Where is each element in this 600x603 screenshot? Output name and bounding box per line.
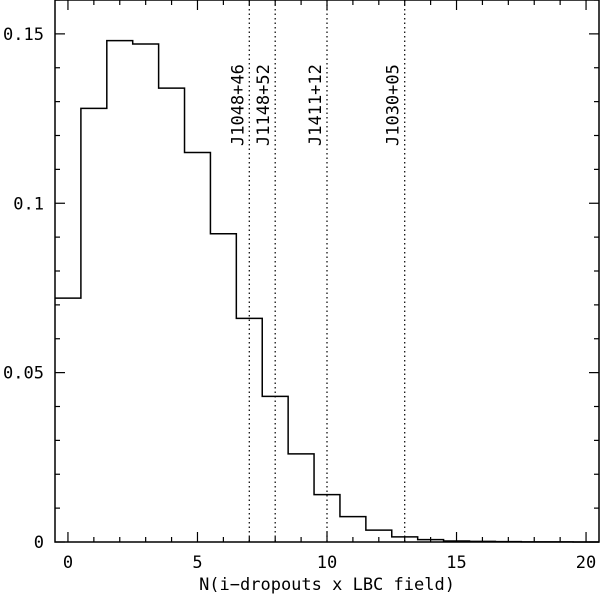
y-tick-label: 0.15: [3, 25, 44, 45]
reference-line-label: J1411+12: [306, 64, 326, 146]
reference-line-label: J1048+46: [228, 64, 248, 146]
tick-labels: 0 5 10 15 20 0 0.05 0.1 0.15: [3, 25, 596, 573]
y-tick-label: 0: [34, 533, 44, 553]
x-axis-label: N(i−dropouts x LBC field): [199, 575, 455, 595]
x-tick-label: 15: [446, 553, 466, 573]
ticks: [55, 0, 599, 543]
y-tick-label: 0.05: [3, 364, 44, 384]
histogram-step-line: [55, 39, 599, 543]
x-tick-label: 0: [63, 553, 73, 573]
reference-line-label: J1148+52: [254, 64, 274, 146]
y-tick-label: 0.1: [13, 194, 44, 214]
x-tick-label: 10: [317, 553, 337, 573]
x-tick-label: 5: [192, 553, 202, 573]
reference-line-label: J1030+05: [384, 64, 404, 146]
x-tick-label: 20: [576, 553, 596, 573]
reference-lines: J1048+46 J1148+52 J1411+12 J1030+05: [228, 0, 406, 542]
